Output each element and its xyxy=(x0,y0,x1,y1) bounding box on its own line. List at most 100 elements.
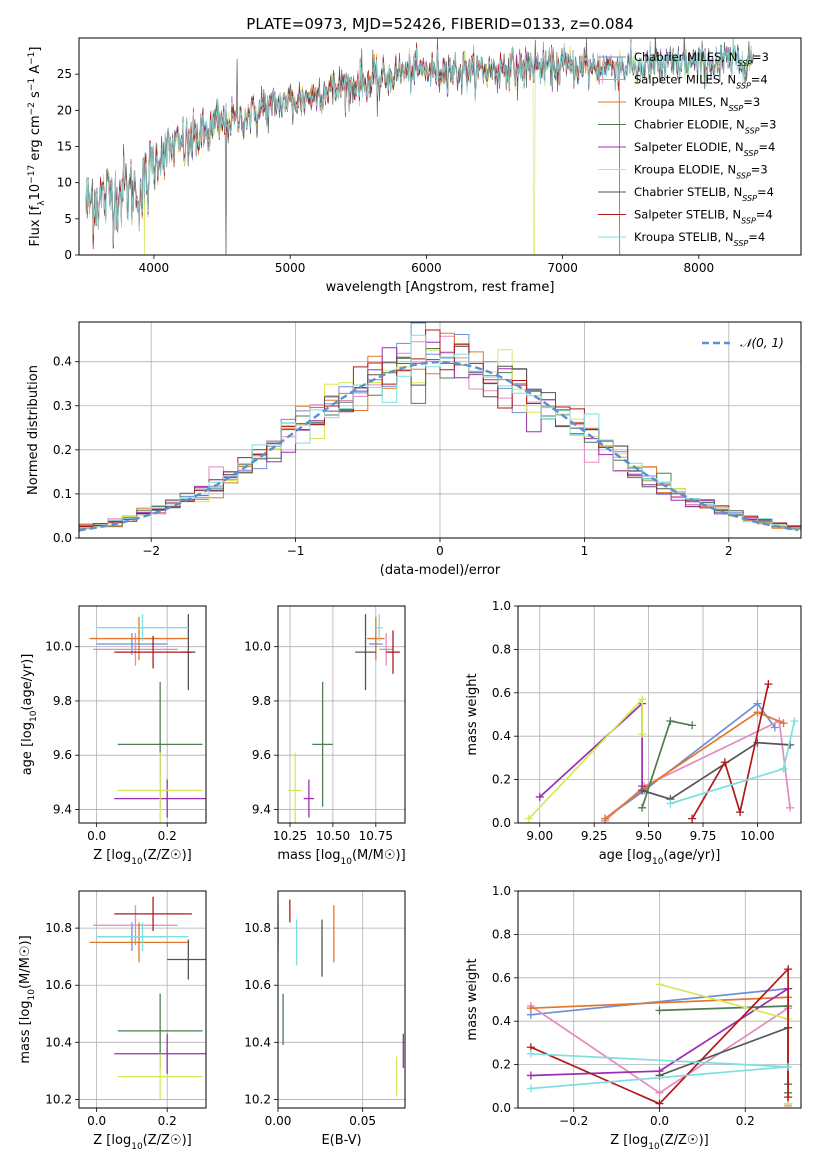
massweight_vs_Z-ytick-label: 0.2 xyxy=(492,1058,511,1072)
residuals-frame xyxy=(78,321,802,539)
panel-residuals: −2 −1 0 1 2 0.0 0.1 0.2 0.3 0.4 (data-model)/error… xyxy=(26,321,802,578)
mass_vs_Z-point-kroupa-miles xyxy=(89,922,189,963)
age_vs_mass-xlabel: mass [log10(M/M☉)] xyxy=(277,848,405,867)
massweight_vs_Z-series-kroupa-elodie-marker xyxy=(655,980,664,989)
spectrum-xtick-label: 6000 xyxy=(411,261,442,275)
massweight_vs_Z-plot-area xyxy=(518,891,801,1108)
massweight_vs_Z-series-salpeter-stelib-marker xyxy=(784,1093,793,1102)
massweight_vs_age-series-kroupa-stelib-marker xyxy=(666,799,675,808)
massweight_vs_Z-ytick-label: 0.0 xyxy=(492,1101,511,1115)
age_vs_Z-point-kroupa-elodie xyxy=(117,752,203,823)
age_vs_Z-point-kroupa-stelib xyxy=(96,614,189,642)
mass_vs_Z-ytick-label: 10.8 xyxy=(45,921,72,935)
massweight_vs_age-frame xyxy=(517,605,802,824)
massweight_vs_age-series-chabrier-stelib xyxy=(641,741,791,801)
massweight_vs_Z-series-kroupa-stelib-marker xyxy=(784,1062,793,1071)
panel-mass_vs_Z: 0.0 0.2 10.2 10.4 10.6 10.8 Z [log10(Z/Z☉)] mas… xyxy=(18,890,207,1152)
massweight_vs_age-xtick-label: 9.50 xyxy=(635,829,662,843)
mass_vs_Z-plot-area xyxy=(79,891,206,1108)
spectrum-ytick-label: 5 xyxy=(64,212,72,226)
massweight_vs_Z-xtick-label: 0.2 xyxy=(736,1114,755,1128)
massweight_vs_Z-xlabel: Z [log10(Z/Z☉)] xyxy=(610,1133,708,1152)
age_vs_mass-point-salpeter-elodie xyxy=(303,779,315,818)
massweight_vs_age-plot-area xyxy=(518,606,801,823)
massweight_vs_age-series-chabrier-stelib-marker xyxy=(638,786,647,795)
mass_vs_Z-ytick-label: 10.4 xyxy=(45,1035,72,1049)
massweight_vs_age-series-kroupa-elodie-marker xyxy=(638,695,647,704)
mass_vs_Z-point-salpeter-elodie xyxy=(114,1033,206,1074)
residuals-ytick-label: 0.3 xyxy=(53,399,72,413)
age_vs_Z-point-chabrier-miles xyxy=(96,633,168,655)
age_vs_mass-xtick-label: 10.75 xyxy=(359,829,393,843)
massweight_vs_Z-series-kroupa-stelib-marker xyxy=(526,1049,535,1058)
massweight_vs_age-ytick-label: 1.0 xyxy=(492,599,511,613)
spectrum-ytick-label: 0 xyxy=(64,248,72,262)
residuals-ytick-label: 0.4 xyxy=(53,355,72,369)
mass_vs_ebv-ytick-label: 10.8 xyxy=(244,921,271,935)
massweight_vs_age-series-salpeter-miles-marker xyxy=(786,803,795,812)
residuals-ylabel: Normed distribution xyxy=(26,365,41,495)
massweight_vs_age-series-chabrier-miles xyxy=(604,702,776,820)
mass_vs_Z-ytick-label: 10.2 xyxy=(45,1092,72,1106)
massweight_vs_Z-series-kroupa-miles-marker xyxy=(526,1004,535,1013)
age_vs_Z-ylabel: age [log10(age/yr)] xyxy=(20,654,39,776)
spectrum-plot-area xyxy=(85,38,754,255)
spectrum-legend-label: Kroupa STELIB, NSSP=4 xyxy=(634,230,765,248)
residuals-plot-area xyxy=(79,322,801,538)
age_vs_Z-point-kroupa-miles xyxy=(89,616,189,661)
residuals-xtick-label: 1 xyxy=(581,544,589,558)
massweight_vs_age-ytick-label: 0.6 xyxy=(492,686,511,700)
age_vs_mass-ytick-label: 9.8 xyxy=(252,694,271,708)
massweight_vs_age-xtick-label: 9.75 xyxy=(690,829,717,843)
massweight_vs_age-series-kroupa-miles-marker xyxy=(601,814,610,823)
residual-legend-label: 𝒩(0, 1) xyxy=(740,336,784,350)
mass_vs_Z-ytick-label: 10.6 xyxy=(45,978,72,992)
mass_vs_Z-point-chabrier-stelib xyxy=(167,939,206,980)
age_vs_mass-point-kroupa-stelib xyxy=(375,614,383,642)
panel-massweight_vs_Z: −0.2 0.0 0.2 0.0 0.2 0.4 0.6 0.8 1.0 Z [log10(Z/Z… xyxy=(465,884,802,1152)
age_vs_mass-point-salpeter-stelib xyxy=(386,630,400,674)
massweight_vs_Z-ytick-label: 0.4 xyxy=(492,1014,511,1028)
age_vs_mass-point-kroupa-miles xyxy=(367,616,385,661)
spectrum-ytick-label: 10 xyxy=(57,176,72,190)
mass_vs_Z-frame xyxy=(78,890,207,1109)
spectrum-series-kroupa-stelib xyxy=(85,38,754,246)
massweight_vs_age-series-salpeter-stelib xyxy=(691,683,770,820)
mass_vs_Z-xtick-label: 0.0 xyxy=(87,1114,106,1128)
age_vs_Z-plot-area xyxy=(79,606,206,823)
age_vs_mass-xtick-label: 10.25 xyxy=(273,829,307,843)
spectrum-ytick-label: 15 xyxy=(57,140,72,154)
mass_vs_ebv-xtick-label: 0.00 xyxy=(265,1114,292,1128)
mass_vs_ebv-ytick-label: 10.2 xyxy=(244,1092,271,1106)
massweight_vs_Z-frame xyxy=(517,890,802,1109)
spectrum-legend-label: Salpeter ELODIE, NSSP=4 xyxy=(634,140,775,158)
spectrum-ytick-label: 20 xyxy=(57,103,72,117)
massweight_vs_age-series-kroupa-miles-marker xyxy=(753,708,762,717)
massweight_vs_age-xtick-label: 9.25 xyxy=(581,829,608,843)
massweight_vs_age-xtick-label: 9.00 xyxy=(526,829,553,843)
spectrum-frame xyxy=(78,37,802,256)
massweight_vs_Z-series-chabrier-elodie-marker xyxy=(655,1006,664,1015)
massweight_vs_age-series-kroupa-elodie-marker xyxy=(638,730,647,739)
massweight_vs_age-series-chabrier-elodie-marker xyxy=(666,717,675,726)
age_vs_mass-ytick-label: 9.4 xyxy=(252,802,271,816)
massweight_vs_Z-ylabel: mass weight xyxy=(465,958,480,1040)
age_vs_mass-frame xyxy=(277,605,406,824)
residuals-xlabel: (data-model)/error xyxy=(380,563,501,578)
massweight_vs_age-series-chabrier-elodie xyxy=(641,720,693,809)
mass_vs_Z-xlabel: Z [log10(Z/Z☉)] xyxy=(93,1133,191,1152)
massweight_vs_age-series-kroupa-stelib-marker xyxy=(790,717,799,726)
massweight_vs_Z-series-salpeter-stelib xyxy=(530,966,789,1105)
age_vs_Z-ytick-label: 9.6 xyxy=(53,748,72,762)
mass_vs_Z-xtick-label: 0.2 xyxy=(158,1114,177,1128)
panel-age_vs_mass: 10.25 10.50 10.75 9.4 9.6 9.8 10.0 mass [log10(… xyxy=(244,605,406,867)
mass_vs_Z-point-salpeter-miles xyxy=(93,905,178,946)
massweight_vs_age-ytick-label: 0.8 xyxy=(492,642,511,656)
spectrum-legend-label: Salpeter STELIB, NSSP=4 xyxy=(634,208,773,226)
mass_vs_Z-point-salpeter-stelib xyxy=(114,896,192,931)
massweight_vs_age-xlabel: age [log10(age/yr)] xyxy=(599,848,721,867)
massweight_vs_age-ylabel: mass weight xyxy=(465,673,480,755)
mass_vs_ebv-ytick-label: 10.4 xyxy=(244,1035,271,1049)
massweight_vs_age-series-chabrier-elodie-marker xyxy=(688,721,697,730)
